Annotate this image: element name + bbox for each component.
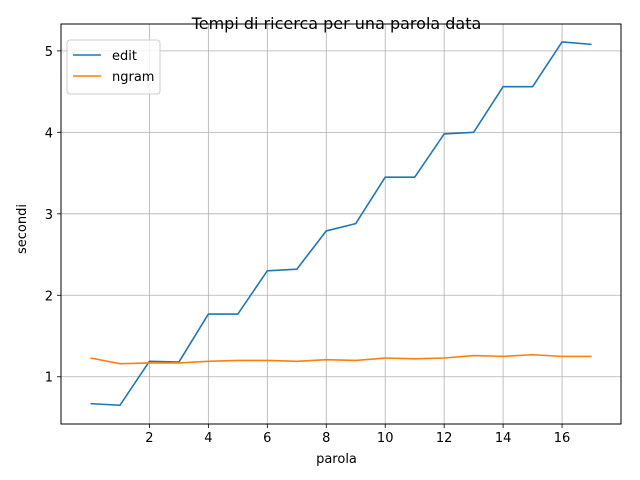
x-tick-label: 2 xyxy=(145,431,153,446)
y-axis-label: secondi xyxy=(15,204,30,254)
y-tick-label: 2 xyxy=(45,289,53,304)
plot-frame xyxy=(60,23,622,425)
x-tick-label: 4 xyxy=(204,431,212,446)
x-tick-label: 16 xyxy=(554,431,571,446)
x-tick-label: 14 xyxy=(495,431,512,446)
x-axis-label: parola xyxy=(316,452,357,467)
grid xyxy=(61,24,621,424)
y-tick-label: 3 xyxy=(45,208,53,223)
series-line-edit xyxy=(90,41,592,407)
legend-box xyxy=(66,39,161,95)
series-line-ngram xyxy=(90,353,592,365)
x-tick-label: 10 xyxy=(377,431,394,446)
legend-label-ngram: ngram xyxy=(112,70,154,85)
y-tick-label: 5 xyxy=(45,45,53,60)
series-lines xyxy=(90,41,592,407)
legend-label-edit: edit xyxy=(112,49,137,64)
y-tick-label: 4 xyxy=(45,126,53,141)
y-tick-label: 1 xyxy=(45,371,53,386)
x-tick-label: 8 xyxy=(322,431,330,446)
legend: edit ngram xyxy=(66,39,161,95)
x-tick-label: 12 xyxy=(436,431,453,446)
x-tick-label: 6 xyxy=(263,431,271,446)
